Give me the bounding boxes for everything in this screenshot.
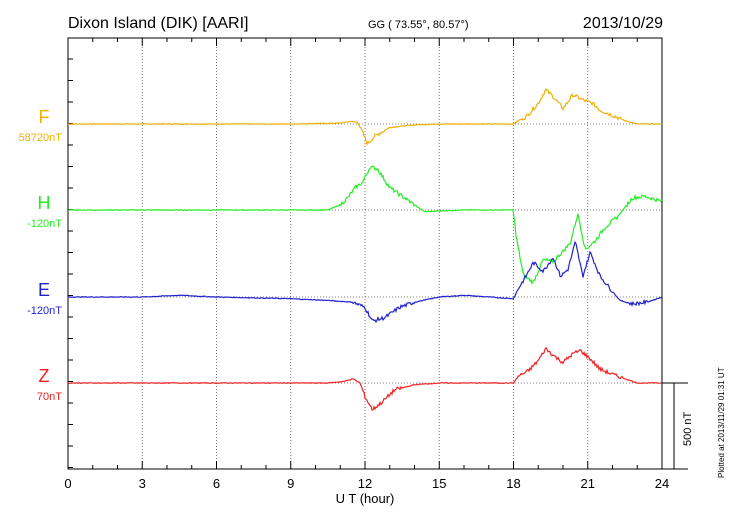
series-name-z: Z [39, 366, 50, 386]
series-line-e [67, 240, 663, 324]
x-tick-label: 21 [581, 476, 595, 491]
scale-bar [662, 382, 688, 470]
series-name-e: E [38, 280, 50, 300]
x-tick-label: 18 [506, 476, 520, 491]
x-tick-label: 24 [655, 476, 669, 491]
x-axis-label: U T (hour) [336, 491, 395, 506]
grid-lines [68, 38, 662, 469]
x-tick-label: 9 [287, 476, 294, 491]
x-tick-label: 0 [64, 476, 71, 491]
coordinates-label: GG ( 73.55°, 80.57°) [368, 19, 469, 31]
x-tick-label: 12 [358, 476, 372, 491]
series-baseline-z: 70nT [37, 391, 62, 403]
series-line-f [68, 88, 663, 147]
series-line-h [68, 165, 663, 285]
x-tick-label: 3 [139, 476, 146, 491]
series-baseline-h: -120nT [27, 218, 62, 230]
x-axis-ticks: 0 3 6 9 12 15 18 21 24 [64, 38, 669, 491]
data-series [67, 88, 663, 411]
series-name-f: F [39, 107, 50, 127]
series-line-z [67, 346, 663, 411]
series-baseline-f: 58720nT [19, 132, 63, 144]
x-tick-label: 6 [213, 476, 220, 491]
x-tick-label: 15 [432, 476, 446, 491]
date-label: 2013/10/29 [583, 15, 663, 32]
scale-bar-label: 500 nT [682, 411, 694, 446]
series-labels: F 58720nT H -120nT E -120nT Z 70nT [19, 107, 63, 403]
plotted-timestamp: Plotted at 2013/11/29 01:31 UT [717, 367, 726, 478]
series-name-h: H [38, 193, 51, 213]
station-title: Dixon Island (DIK) [AARI] [68, 15, 249, 32]
series-baseline-e: -120nT [27, 305, 62, 317]
